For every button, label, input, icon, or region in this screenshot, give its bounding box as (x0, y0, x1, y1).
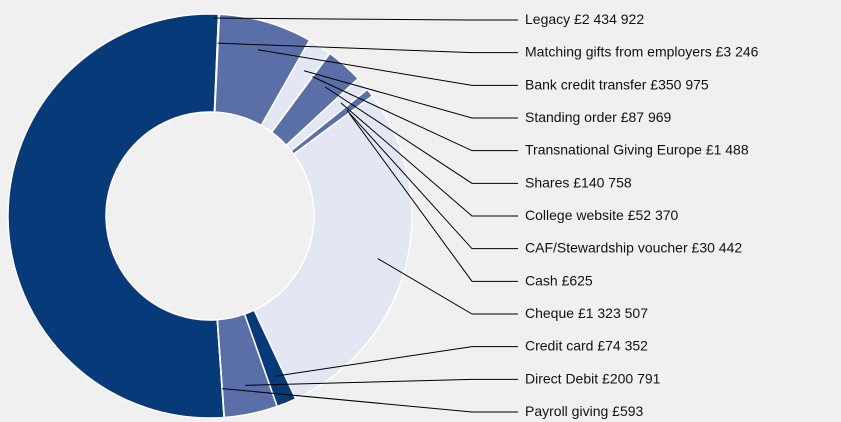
leader-line (275, 346, 518, 377)
slice-label: Matching gifts from employers £3 246 (525, 43, 759, 59)
value-label: £140 758 (573, 174, 632, 190)
leader-line (257, 49, 518, 86)
slice-label: Cheque £1 323 507 (525, 305, 648, 321)
slice-label: Shares £140 758 (525, 174, 632, 190)
category-name: Matching gifts from employers (525, 43, 712, 59)
leader-lines (213, 17, 518, 413)
slice (216, 318, 226, 419)
slice-label: Legacy £2 434 922 (525, 11, 644, 27)
value-label: £52 370 (628, 207, 679, 223)
category-name: Bank credit transfer (525, 76, 647, 92)
slice (7, 13, 225, 419)
slice-label: Transnational Giving Europe £1 488 (525, 141, 749, 157)
category-name: Credit card (525, 337, 593, 353)
leader-line (312, 76, 518, 152)
value-label: £625 (562, 272, 593, 288)
value-label: £1 323 507 (578, 305, 648, 321)
slice (253, 94, 413, 400)
slice-label: Cash £625 (525, 272, 593, 288)
slice-label: Payroll giving £593 (525, 403, 644, 419)
slice-label: College website £52 370 (525, 207, 679, 223)
value-label: £1 488 (706, 141, 749, 157)
value-label: £2 434 922 (574, 11, 644, 27)
leader-line (217, 42, 518, 54)
category-name: College website (525, 207, 624, 223)
leader-line (324, 86, 518, 184)
slice-label: Bank credit transfer £350 975 (525, 76, 709, 92)
slice-label: CAF/Stewardship voucher £30 442 (525, 239, 742, 255)
value-label: £87 969 (621, 109, 672, 125)
slice-label: Direct Debit £200 791 (525, 370, 661, 386)
leader-line (346, 109, 518, 250)
value-label: £74 352 (597, 337, 648, 353)
category-name: Standing order (525, 109, 617, 125)
value-label: £350 975 (650, 76, 709, 92)
value-label: £593 (612, 403, 643, 419)
category-name: Payroll giving (525, 403, 608, 419)
slice-label: Standing order £87 969 (525, 109, 672, 125)
value-label: £200 791 (602, 370, 661, 386)
category-name: Transnational Giving Europe (525, 141, 702, 157)
value-label: £30 442 (692, 239, 743, 255)
value-label: £3 246 (716, 43, 759, 59)
leader-line (340, 102, 518, 217)
leader-line (222, 388, 518, 413)
category-name: Cheque (525, 305, 574, 321)
leader-line (303, 70, 518, 119)
category-name: Legacy (525, 11, 570, 27)
leader-line (377, 258, 518, 315)
category-name: Cash (525, 272, 558, 288)
slice-label: Credit card £74 352 (525, 337, 648, 353)
leader-line (213, 17, 518, 21)
leader-line (348, 112, 518, 282)
category-name: Shares (525, 174, 569, 190)
category-name: CAF/Stewardship voucher (525, 239, 688, 255)
category-name: Direct Debit (525, 370, 598, 386)
leader-line (245, 378, 518, 386)
